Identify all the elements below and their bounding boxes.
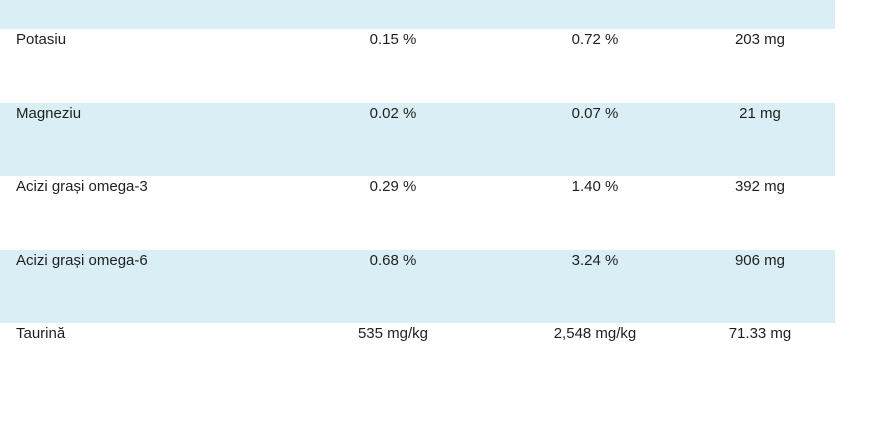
nutrient-name: Magneziu [16,104,82,122]
value-column-1: 0.02 % [369,104,417,122]
value-column-1: 0.29 % [369,178,417,195]
value-column-3: 392 mg [734,178,786,195]
value-column-3: 906 mg [734,251,786,269]
value-column-2: 0.72 % [571,31,619,48]
value-column-2: 0.07 % [571,104,619,122]
nutrient-name: Acizi grași omega-6 [16,251,148,269]
table-row: Potasiu 0.15 % 0.72 % 203 mg [0,29,835,103]
table-row: Magneziu 0.02 % 0.07 % 21 mg [0,102,835,176]
nutrient-table: Potasiu 0.15 % 0.72 % 203 mg Magneziu 0.… [0,0,835,397]
value-column-3: 71.33 mg [728,325,792,342]
value-column-2: 3.24 % [571,251,619,269]
nutrient-name: Potasiu [16,31,67,48]
value-column-1: 535 mg/kg [357,325,429,342]
nutrient-name: Taurină [16,325,66,342]
table-row: Acizi grași omega-6 0.68 % 3.24 % 906 mg [0,249,835,323]
value-column-2: 2,548 mg/kg [553,325,637,342]
table-row: Taurină 535 mg/kg 2,548 mg/kg 71.33 mg [0,323,835,397]
nutrient-name: Acizi grași omega-3 [16,178,148,195]
value-column-3: 21 mg [739,104,781,122]
table-row: Acizi grași omega-3 0.29 % 1.40 % 392 mg [0,176,835,250]
table-row-top-partial [0,0,835,29]
value-column-1: 0.15 % [369,31,417,48]
value-column-3: 203 mg [734,31,786,48]
value-column-1: 0.68 % [369,251,417,269]
value-column-2: 1.40 % [571,178,619,195]
